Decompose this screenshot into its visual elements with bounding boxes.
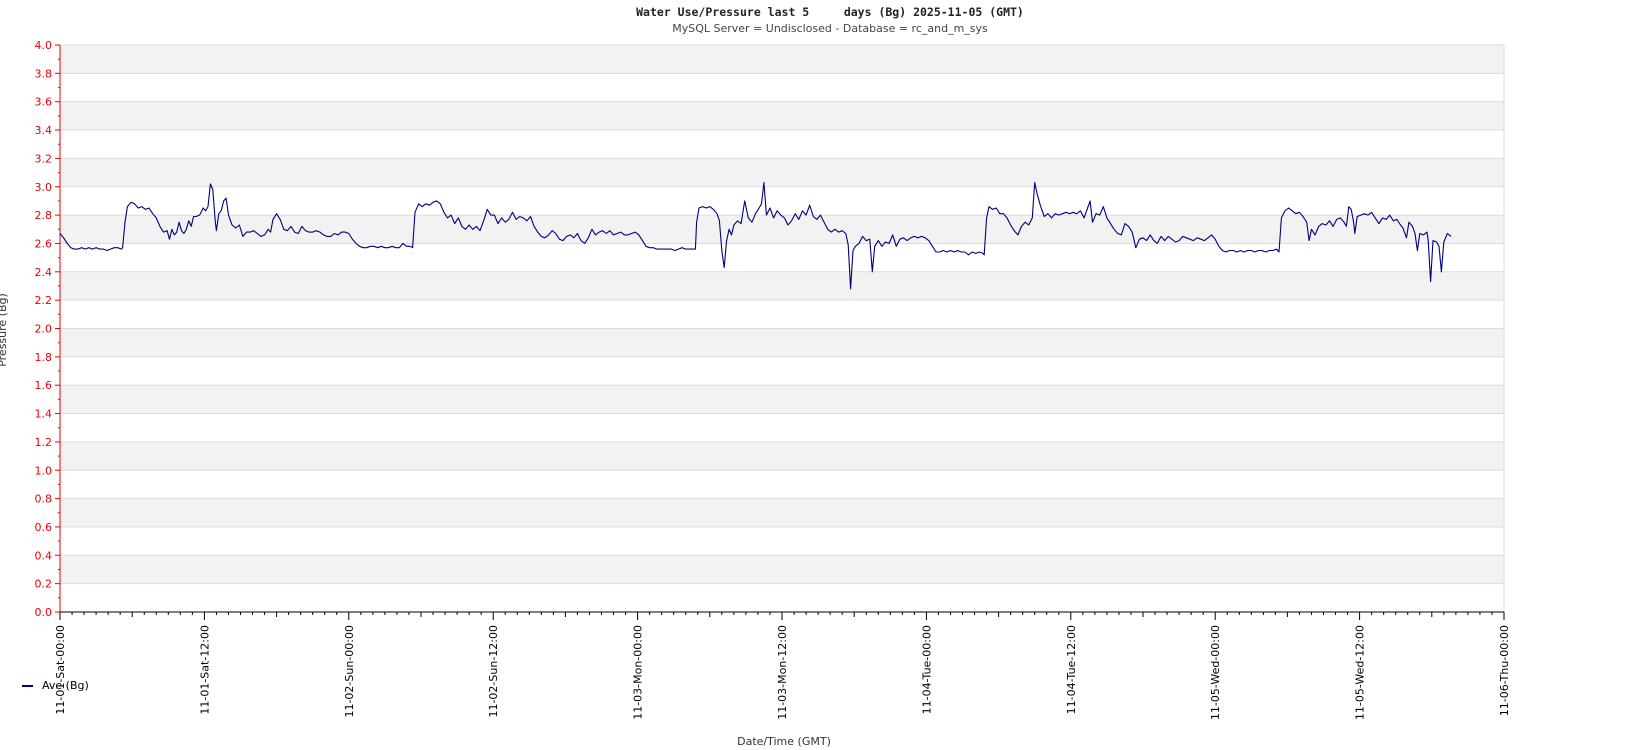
grid-band [60,45,1504,74]
x-tick-label: 11-02-Sun-12:00 [487,625,500,718]
x-tick-label: 11-06-Thu-00:00 [1498,625,1511,716]
series-line-ave [59,181,1452,290]
y-axis-label: Pressure (Bg) [0,293,9,367]
y-tick-label: 0.2 [35,578,53,591]
grid-band [60,101,1504,131]
x-tick-label: 11-01-Sat-00:00 [54,625,67,715]
y-tick-label: 3.8 [35,67,53,80]
grid-band [60,328,1504,357]
x-tick-label: 11-01-Sat-12:00 [198,625,211,715]
x-tick-label: 11-03-Mon-12:00 [776,625,789,720]
y-tick-label: 1.6 [35,379,53,392]
y-tick-label: 0.6 [35,521,53,534]
chart-title: Water Use/Pressure last 5 days (Bg) 2025… [636,5,1024,19]
y-tick-label: 0.4 [35,549,53,562]
y-tick-label: 3.4 [35,124,53,137]
y-tick-label: 2.2 [35,294,53,307]
y-tick-label: 3.0 [35,181,53,194]
grid-band [60,441,1504,471]
grid-band [60,498,1504,527]
x-tick-label: 11-05-Wed-12:00 [1354,625,1367,720]
y-tick-label: 2.8 [35,209,53,222]
y-tick-label: 1.0 [35,464,53,477]
y-tick-label: 2.0 [35,323,53,336]
y-tick-label: 2.6 [35,237,53,250]
x-tick-label: 11-02-Sun-00:00 [343,625,356,718]
x-tick-label: 11-05-Wed-00:00 [1209,625,1222,720]
x-tick-label: 11-03-Mon-00:00 [632,625,645,720]
x-tick-label: 11-04-Tue-12:00 [1065,625,1078,714]
x-axis-label: Date/Time (GMT) [737,735,831,748]
grid-band [60,555,1504,584]
y-tick-label: 1.2 [35,436,53,449]
legend: Ave (Bg) [22,679,89,692]
grid-band [60,271,1504,301]
y-tick-label: 0.0 [35,606,53,619]
y-tick-label: 3.2 [35,152,53,165]
y-tick-label: 4.0 [35,39,53,52]
grid-band [60,158,1504,187]
x-tick-label: 11-04-Tue-00:00 [920,625,933,714]
y-tick-label: 1.8 [35,351,53,364]
y-tick-label: 2.4 [35,266,53,279]
y-tick-label: 3.6 [35,96,53,109]
chart-subtitle: MySQL Server = Undisclosed - Database = … [672,22,988,35]
y-tick-label: 0.8 [35,493,53,506]
grid-band [60,215,1504,244]
legend-label-ave: Ave (Bg) [42,679,89,692]
grid-band [60,385,1504,414]
x-axis: 11-01-Sat-00:00 11-01-Sat-12:00 11-02-Sun-… [54,611,1511,720]
y-axis: 0.0 0.2 0.4 0.6 0.8 1.0 1.2 1.4 1.6 1.8 2.0 2.2 2.4 2… [35,39,61,619]
y-tick-label: 1.4 [35,408,53,421]
series-layer [59,181,1452,290]
grid-lines [60,44,1505,613]
